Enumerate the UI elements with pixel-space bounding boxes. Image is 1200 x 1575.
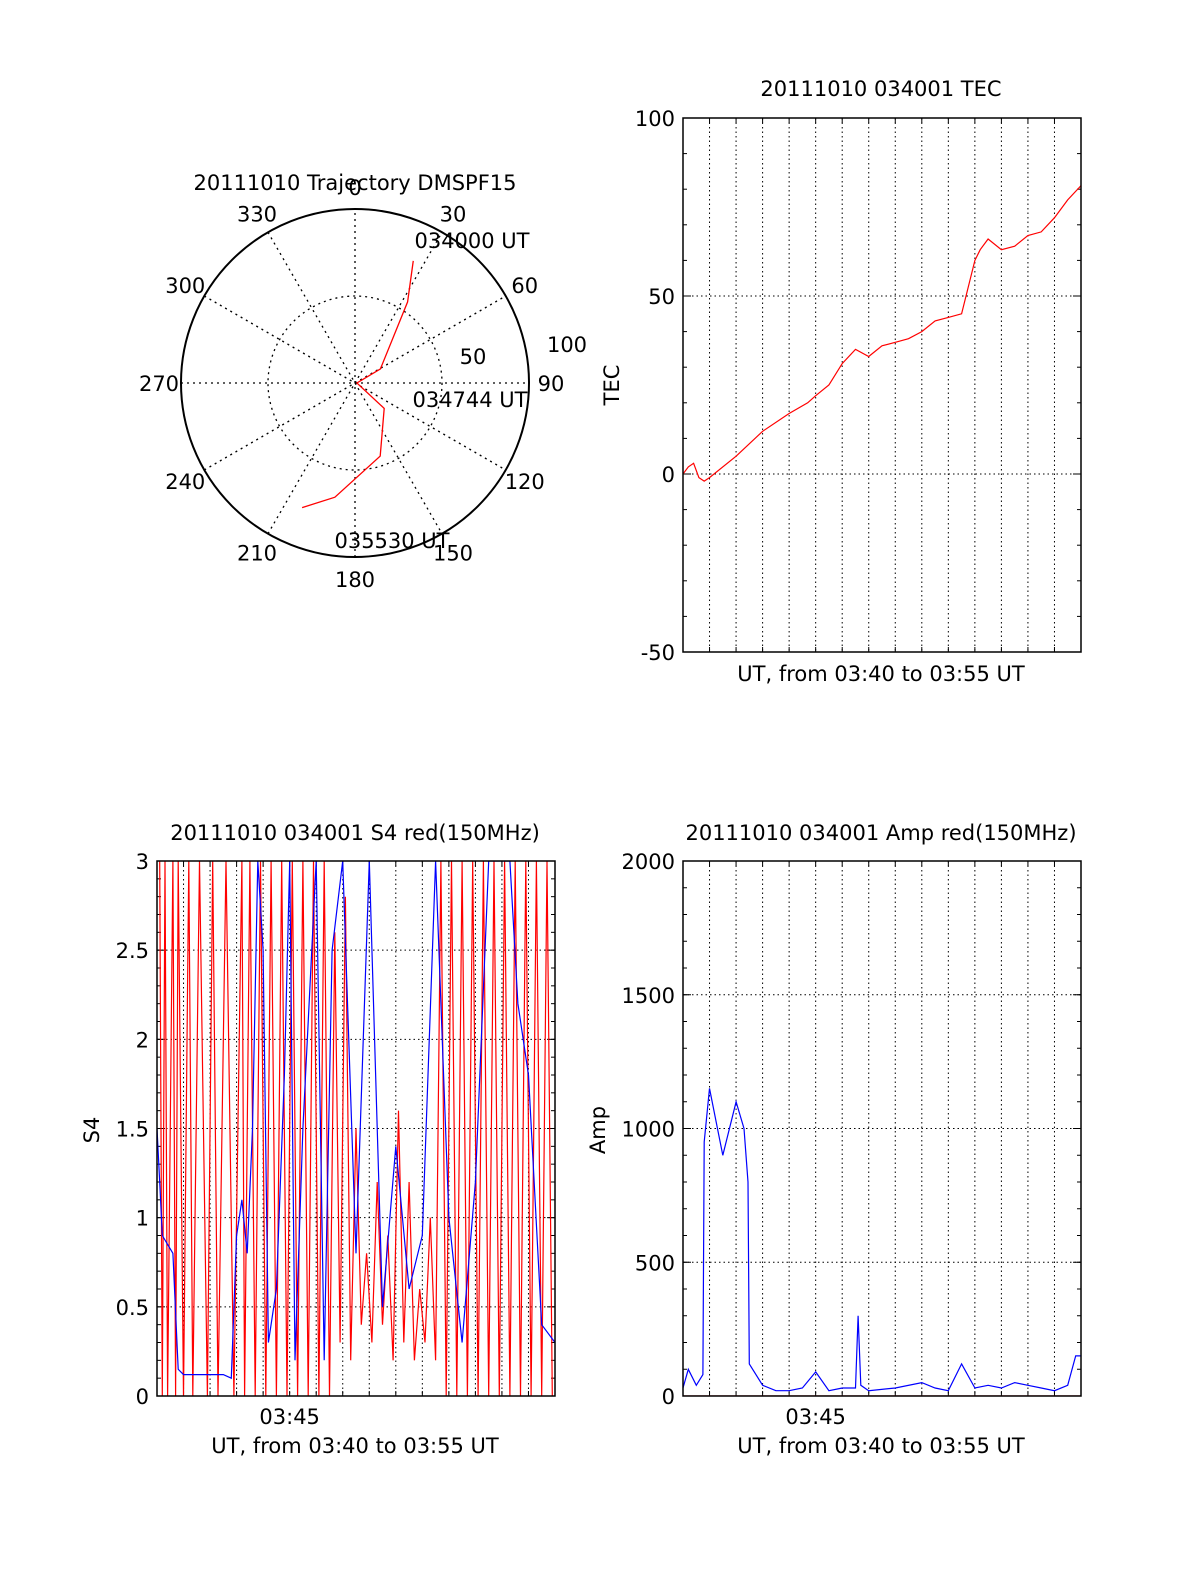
polar-angle-label: 180 [335, 568, 375, 592]
s4-y-axis-label: S4 [80, 1117, 104, 1144]
y-tick-label: 3 [136, 850, 149, 874]
polar-angle-label: 270 [139, 372, 179, 396]
y-tick-label: 1 [136, 1207, 149, 1231]
polar-radial-label: 50 [460, 345, 487, 369]
polar-radial-labels: 50 100 [460, 333, 587, 369]
y-tick-label: 2 [136, 1028, 149, 1052]
y-tick-label: 2.5 [116, 939, 149, 963]
polar-angle-label: 300 [165, 274, 205, 298]
trajectory-annotations: 034000 UT 034744 UT 035530 UT [334, 229, 529, 553]
plot-frame [682, 117, 1082, 653]
trajectory-time-label: 034000 UT [414, 229, 529, 253]
y-tick-label: 1.5 [116, 1118, 149, 1142]
polar-angle-label: 60 [511, 274, 538, 298]
trajectory-time-label: 035530 UT [334, 529, 449, 553]
trajectory-polar-chart: 20111010 Trajectory DMSPF15 0 30 60 90 120 15… [139, 171, 587, 592]
trajectory-series [301, 260, 414, 509]
s4-chart: 20111010 034001 S4 red(150MHz) UT, from … [80, 821, 556, 1458]
polar-angle-label: 90 [538, 372, 565, 396]
plot-frame [682, 860, 1082, 1397]
tec-y-axis-label: TEC [600, 365, 624, 407]
plot-frame [156, 860, 556, 1397]
y-tick-label: 1000 [622, 1118, 675, 1142]
polar-chart-title: 20111010 Trajectory DMSPF15 [193, 171, 516, 195]
series-line-blue [157, 861, 555, 1380]
amp-y-axis-label: Amp [586, 1106, 610, 1154]
tec-x-axis-label: UT, from 03:40 to 03:55 UT [737, 662, 1025, 686]
polar-angle-label: 0 [348, 176, 361, 200]
y-tick-label: 0 [136, 1385, 149, 1409]
tec-chart-title: 20111010 034001 TEC [760, 77, 1001, 101]
series-line-red [683, 185, 1081, 482]
x-tick-label: 03:45 [259, 1405, 320, 1429]
amp-x-axis-label: UT, from 03:40 to 03:55 UT [737, 1434, 1025, 1458]
amp-chart-title: 20111010 034001 Amp red(150MHz) [685, 821, 1076, 845]
polar-spoke [267, 231, 443, 535]
polar-angle-label: 120 [505, 470, 545, 494]
polar-angle-label: 330 [237, 202, 277, 226]
trajectory-line [301, 260, 414, 509]
polar-angle-label: 240 [165, 470, 205, 494]
polar-grid [180, 208, 530, 558]
y-tick-label: 0 [662, 1385, 675, 1409]
y-tick-label: 50 [648, 285, 675, 309]
y-tick-label: 100 [635, 107, 675, 131]
series-line-blue [683, 1088, 1081, 1392]
y-tick-label: 1500 [622, 984, 675, 1008]
y-tick-label: 500 [635, 1251, 675, 1275]
polar-angle-label: 210 [237, 542, 277, 566]
y-tick-label: 2000 [622, 850, 675, 874]
polar-radial-label: 100 [547, 333, 587, 357]
polar-angle-label: 150 [433, 542, 473, 566]
s4-x-axis-label: UT, from 03:40 to 03:55 UT [211, 1434, 499, 1458]
polar-angle-label: 30 [440, 202, 467, 226]
tec-chart: 20111010 034001 TEC UT, from 03:40 to 03… [600, 77, 1082, 686]
trajectory-time-label: 034744 UT [412, 388, 527, 412]
y-tick-label: 0.5 [116, 1296, 149, 1320]
polar-mid-circle [267, 295, 443, 471]
amp-chart: 20111010 034001 Amp red(150MHz) UT, from… [586, 821, 1082, 1458]
y-tick-label: -50 [641, 641, 675, 665]
y-tick-label: 0 [662, 463, 675, 487]
x-tick-label: 03:45 [785, 1405, 846, 1429]
polar-angle-labels: 0 30 60 90 120 150 180 210 240 270 300 330 [139, 176, 564, 592]
s4-chart-title: 20111010 034001 S4 red(150MHz) [170, 821, 540, 845]
series-line-red [159, 861, 553, 1396]
